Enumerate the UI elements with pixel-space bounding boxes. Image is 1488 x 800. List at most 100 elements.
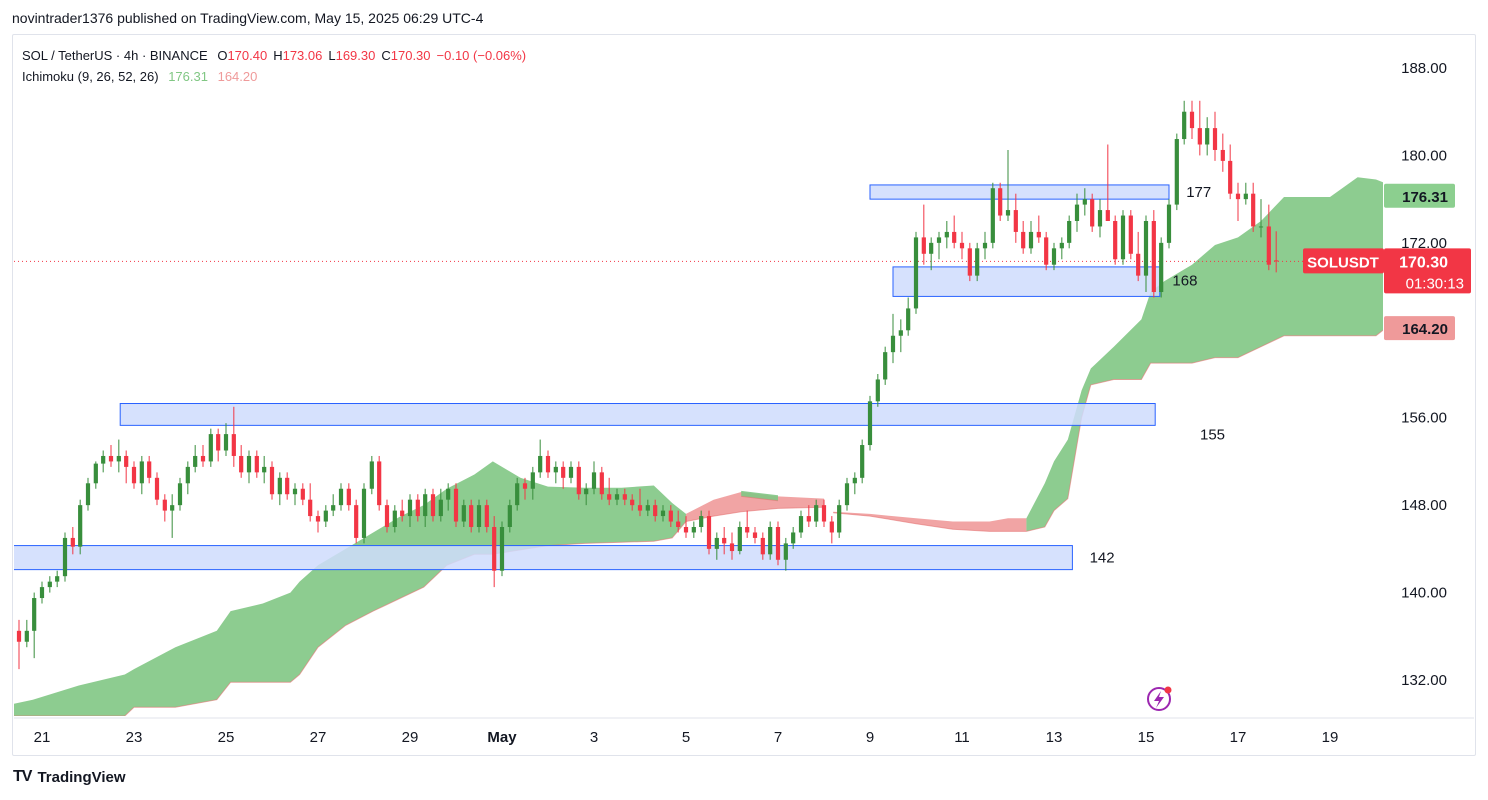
candle-body[interactable] <box>1159 242 1164 293</box>
candle-body[interactable] <box>277 477 282 495</box>
candle-body[interactable] <box>844 483 850 506</box>
candle-body[interactable] <box>492 527 497 571</box>
candle-body[interactable] <box>384 505 390 527</box>
candle-body[interactable] <box>913 237 919 309</box>
candle-body[interactable] <box>867 401 873 446</box>
candle-body[interactable] <box>193 455 198 467</box>
candle-body[interactable] <box>1105 210 1110 221</box>
candle-body[interactable] <box>1143 221 1149 276</box>
candle-body[interactable] <box>806 516 811 522</box>
candle-body[interactable] <box>1013 210 1018 232</box>
candle-body[interactable] <box>331 505 336 511</box>
candle-body[interactable] <box>653 505 658 517</box>
candle-body[interactable] <box>545 455 551 473</box>
candle-body[interactable] <box>691 527 696 533</box>
candle-body[interactable] <box>714 537 719 549</box>
candle-body[interactable] <box>1097 210 1103 227</box>
candle-body[interactable] <box>407 499 413 517</box>
candle-body[interactable] <box>944 231 949 238</box>
candle-body[interactable] <box>423 494 428 517</box>
candle-body[interactable] <box>200 455 206 462</box>
candle-body[interactable] <box>131 466 137 484</box>
candle-body[interactable] <box>553 466 558 473</box>
candle-body[interactable] <box>591 472 597 489</box>
candle-body[interactable] <box>285 477 290 495</box>
candle-body[interactable] <box>522 483 528 489</box>
candle-body[interactable] <box>929 242 934 254</box>
candle-body[interactable] <box>246 455 252 473</box>
candle-body[interactable] <box>93 463 98 484</box>
candle-body[interactable] <box>400 510 405 517</box>
candle-body[interactable] <box>9 604 13 631</box>
candle-body[interactable] <box>78 505 83 547</box>
candle-body[interactable] <box>85 483 91 506</box>
candle-body[interactable] <box>1051 248 1057 265</box>
candle-body[interactable] <box>1113 221 1118 260</box>
candle-body[interactable] <box>392 510 397 527</box>
candle-body[interactable] <box>860 445 865 478</box>
candle-body[interactable] <box>645 505 650 511</box>
candle-body[interactable] <box>890 335 896 353</box>
candle-body[interactable] <box>660 510 666 517</box>
candle-body[interactable] <box>116 455 121 462</box>
candle-body[interactable] <box>1258 226 1264 228</box>
candle-body[interactable] <box>829 521 834 533</box>
candle-body[interactable] <box>752 532 758 538</box>
candle-body[interactable] <box>315 516 321 522</box>
candle-body[interactable] <box>959 242 965 249</box>
candle-body[interactable] <box>1205 128 1210 145</box>
candle-body[interactable] <box>1251 193 1256 227</box>
candle-body[interactable] <box>177 483 183 506</box>
candle-body[interactable] <box>446 488 451 500</box>
candle-body[interactable] <box>139 461 144 484</box>
candle-body[interactable] <box>737 527 742 552</box>
candle-body[interactable] <box>39 587 45 599</box>
candle-body[interactable] <box>216 434 221 451</box>
candle-body[interactable] <box>438 499 443 517</box>
candle-body[interactable] <box>1028 231 1034 249</box>
candle-body[interactable] <box>729 543 735 552</box>
candle-body[interactable] <box>377 461 382 506</box>
symbol-name[interactable]: SOL / TetherUS · 4h · BINANCE <box>22 48 208 63</box>
candle-body[interactable] <box>1090 199 1095 227</box>
candle-body[interactable] <box>775 527 781 560</box>
candle-body[interactable] <box>1274 260 1279 262</box>
candle-body[interactable] <box>982 242 988 249</box>
last-price-tag[interactable] <box>1384 248 1471 294</box>
candle-body[interactable] <box>484 505 489 527</box>
candle-body[interactable] <box>1044 237 1049 265</box>
candle-body[interactable] <box>837 505 842 533</box>
candle-body[interactable] <box>630 499 635 506</box>
candle-body[interactable] <box>1021 231 1026 249</box>
zone-box-177[interactable] <box>869 184 1170 200</box>
candle-body[interactable] <box>208 434 213 462</box>
candle-body[interactable] <box>1005 210 1011 216</box>
candle-body[interactable] <box>231 434 236 456</box>
indicator-name[interactable]: Ichimoku (9, 26, 52, 26) <box>22 69 159 84</box>
candle-body[interactable] <box>975 248 980 276</box>
candle-body[interactable] <box>668 510 673 522</box>
candle-body[interactable] <box>515 483 520 506</box>
candle-body[interactable] <box>162 499 167 511</box>
candle-body[interactable] <box>852 477 857 484</box>
plot-area[interactable] <box>0 100 1390 716</box>
symbol-tag[interactable] <box>1303 248 1384 274</box>
candle-body[interactable] <box>1067 221 1072 243</box>
candle-body[interactable] <box>24 630 29 642</box>
candle-body[interactable] <box>1243 193 1248 200</box>
candle-body[interactable] <box>814 505 819 522</box>
candle-body[interactable] <box>791 532 796 544</box>
candle-body[interactable] <box>101 455 106 464</box>
candle-body[interactable] <box>1151 221 1156 293</box>
candle-body[interactable] <box>239 455 244 473</box>
candle-body[interactable] <box>798 516 804 533</box>
candle-body[interactable] <box>599 472 604 495</box>
candle-body[interactable] <box>1166 204 1172 243</box>
candle-body[interactable] <box>1220 149 1225 161</box>
candle-body[interactable] <box>108 455 114 462</box>
candle-body[interactable] <box>637 505 643 511</box>
candle-body[interactable] <box>16 630 22 642</box>
candle-body[interactable] <box>1212 128 1218 150</box>
candle-body[interactable] <box>952 231 957 243</box>
candle-body[interactable] <box>561 466 566 478</box>
